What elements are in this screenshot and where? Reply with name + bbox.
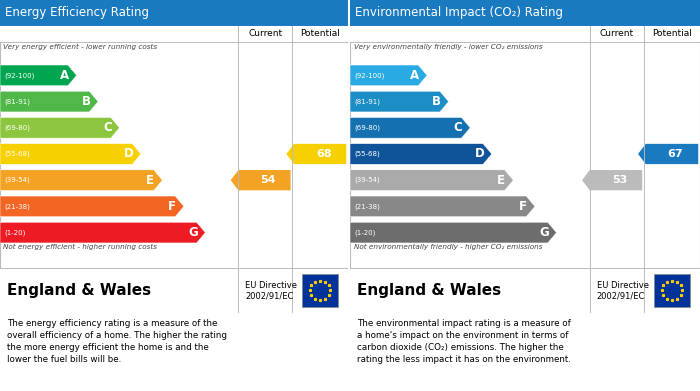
- Text: (81-91): (81-91): [4, 98, 30, 105]
- Bar: [350, 26, 700, 42]
- Text: Potential: Potential: [300, 29, 340, 38]
- Text: G: G: [540, 226, 550, 239]
- Text: The environmental impact rating is a measure of
a home's impact on the environme: The environmental impact rating is a mea…: [357, 319, 571, 364]
- Polygon shape: [350, 170, 513, 190]
- Text: (39-54): (39-54): [354, 177, 380, 183]
- Polygon shape: [350, 117, 470, 138]
- Text: F: F: [519, 200, 526, 213]
- Bar: [350, 267, 700, 313]
- Text: D: D: [124, 147, 134, 160]
- Polygon shape: [350, 222, 556, 243]
- Text: (92-100): (92-100): [4, 72, 34, 79]
- Text: Energy Efficiency Rating: Energy Efficiency Rating: [5, 6, 149, 19]
- Bar: [0, 267, 348, 313]
- Text: England & Wales: England & Wales: [7, 283, 151, 298]
- Text: (69-80): (69-80): [4, 125, 30, 131]
- Text: Current: Current: [600, 29, 634, 38]
- Bar: [0, 26, 348, 42]
- Text: The energy efficiency rating is a measure of the
overall efficiency of a home. T: The energy efficiency rating is a measur…: [7, 319, 227, 364]
- Polygon shape: [350, 65, 427, 86]
- Text: (69-80): (69-80): [354, 125, 380, 131]
- Polygon shape: [0, 143, 141, 164]
- Text: EU Directive
2002/91/EC: EU Directive 2002/91/EC: [596, 281, 649, 300]
- Text: (92-100): (92-100): [354, 72, 384, 79]
- Text: (55-68): (55-68): [354, 151, 380, 157]
- Text: (81-91): (81-91): [354, 98, 380, 105]
- Text: Not environmentally friendly - higher CO₂ emissions: Not environmentally friendly - higher CO…: [354, 244, 542, 250]
- Text: England & Wales: England & Wales: [357, 283, 501, 298]
- Polygon shape: [0, 65, 76, 86]
- Text: (1-20): (1-20): [4, 230, 26, 236]
- Polygon shape: [0, 170, 162, 190]
- Text: (39-54): (39-54): [4, 177, 30, 183]
- Polygon shape: [638, 144, 699, 164]
- Polygon shape: [350, 196, 535, 217]
- Polygon shape: [0, 117, 120, 138]
- Polygon shape: [582, 170, 643, 190]
- Text: EU Directive
2002/91/EC: EU Directive 2002/91/EC: [245, 281, 298, 300]
- Text: E: E: [497, 174, 505, 187]
- Text: (1-20): (1-20): [354, 230, 376, 236]
- FancyBboxPatch shape: [654, 274, 690, 307]
- Polygon shape: [0, 196, 184, 217]
- Text: (21-38): (21-38): [4, 203, 30, 210]
- Text: (21-38): (21-38): [354, 203, 380, 210]
- Text: A: A: [410, 69, 419, 82]
- Polygon shape: [350, 91, 449, 112]
- Bar: [0, 0, 348, 26]
- Text: F: F: [168, 200, 176, 213]
- Text: Environmental Impact (CO₂) Rating: Environmental Impact (CO₂) Rating: [355, 6, 564, 19]
- Polygon shape: [286, 144, 346, 164]
- Polygon shape: [0, 222, 205, 243]
- Text: E: E: [146, 174, 154, 187]
- Text: 68: 68: [316, 149, 332, 159]
- Text: 67: 67: [668, 149, 683, 159]
- Text: G: G: [188, 226, 198, 239]
- Text: 53: 53: [612, 175, 627, 185]
- Text: D: D: [475, 147, 484, 160]
- Text: B: B: [81, 95, 90, 108]
- Polygon shape: [231, 170, 290, 190]
- Text: (55-68): (55-68): [4, 151, 30, 157]
- Polygon shape: [0, 91, 98, 112]
- FancyBboxPatch shape: [302, 274, 338, 307]
- Text: Not energy efficient - higher running costs: Not energy efficient - higher running co…: [4, 244, 158, 250]
- Text: B: B: [432, 95, 441, 108]
- Text: Potential: Potential: [652, 29, 692, 38]
- Bar: [350, 0, 700, 26]
- Polygon shape: [350, 143, 492, 164]
- Text: A: A: [60, 69, 69, 82]
- Text: Current: Current: [248, 29, 282, 38]
- Text: Very energy efficient - lower running costs: Very energy efficient - lower running co…: [4, 43, 158, 50]
- Text: Very environmentally friendly - lower CO₂ emissions: Very environmentally friendly - lower CO…: [354, 43, 542, 50]
- Text: C: C: [103, 121, 112, 134]
- Text: C: C: [454, 121, 463, 134]
- Text: 54: 54: [260, 175, 276, 185]
